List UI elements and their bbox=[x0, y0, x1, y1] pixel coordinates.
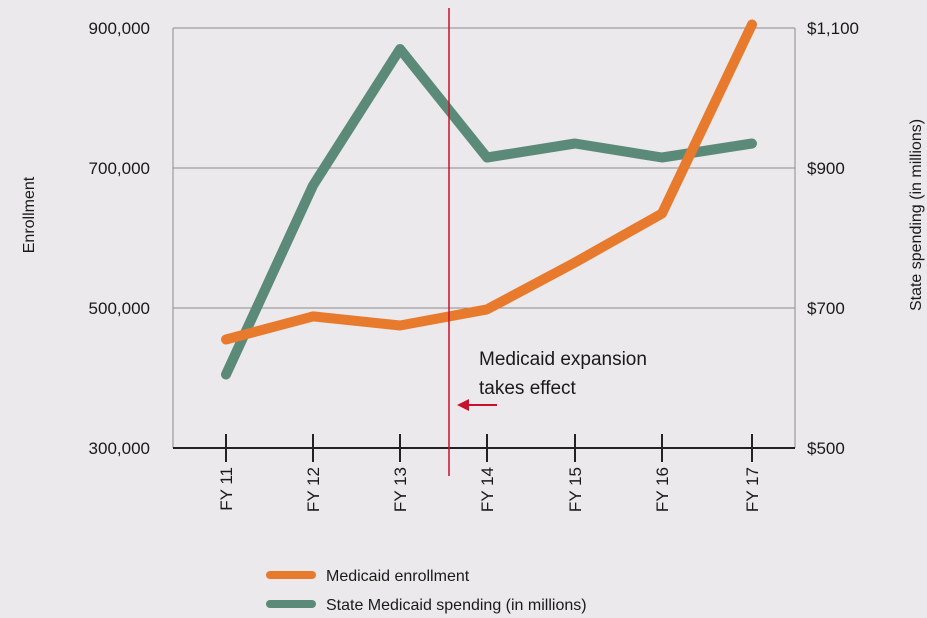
x-tick-label: FY 13 bbox=[391, 467, 410, 512]
y-tick-label: 700,000 bbox=[89, 159, 150, 178]
x-axis-ticks: FY 11 FY 12 FY 13 FY 14 FY 15 FY 16 FY 17 bbox=[217, 434, 762, 512]
annotation-line-2: takes effect bbox=[479, 378, 577, 399]
y2-tick-label: $700 bbox=[807, 299, 845, 318]
axes bbox=[172, 28, 796, 449]
x-tick-label: FY 15 bbox=[566, 467, 585, 512]
expansion-arrow-head bbox=[457, 399, 469, 411]
x-tick-label: FY 17 bbox=[743, 467, 762, 512]
legend-swatch-enrollment bbox=[266, 571, 316, 579]
x-tick-label: FY 12 bbox=[304, 467, 323, 512]
annotation-line-1: Medicaid expansion bbox=[479, 349, 647, 370]
legend: Medicaid enrollment State Medicaid spend… bbox=[266, 568, 587, 614]
x-tick-label: FY 16 bbox=[653, 467, 672, 512]
legend-label-spending: State Medicaid spending (in millions) bbox=[326, 597, 587, 614]
series-layer bbox=[221, 19, 757, 380]
y-axis-title: Enrollment bbox=[21, 176, 38, 253]
y2-tick-label: $900 bbox=[807, 159, 845, 178]
y-tick-label: 900,000 bbox=[89, 19, 150, 38]
x-tick-label: FY 11 bbox=[217, 467, 236, 511]
y-tick-label: 300,000 bbox=[89, 439, 150, 458]
y2-tick-label: $1,100 bbox=[807, 19, 859, 38]
legend-swatch-spending bbox=[266, 600, 316, 608]
enrollment-line bbox=[221, 19, 757, 345]
grid bbox=[173, 27, 795, 309]
y2-axis-title: State spending (in millions) bbox=[908, 119, 925, 311]
legend-label-enrollment: Medicaid enrollment bbox=[326, 568, 470, 585]
y-tick-label: 500,000 bbox=[89, 299, 150, 318]
spending-line bbox=[221, 44, 757, 380]
right-axis-ticks: $500 $700 $900 $1,100 bbox=[807, 19, 859, 458]
x-tick-label: FY 14 bbox=[478, 467, 497, 512]
left-axis-ticks: 300,000 500,000 700,000 900,000 bbox=[89, 19, 150, 458]
y2-tick-label: $500 bbox=[807, 439, 845, 458]
expansion-annotation: Medicaid expansion takes effect bbox=[448, 8, 647, 476]
